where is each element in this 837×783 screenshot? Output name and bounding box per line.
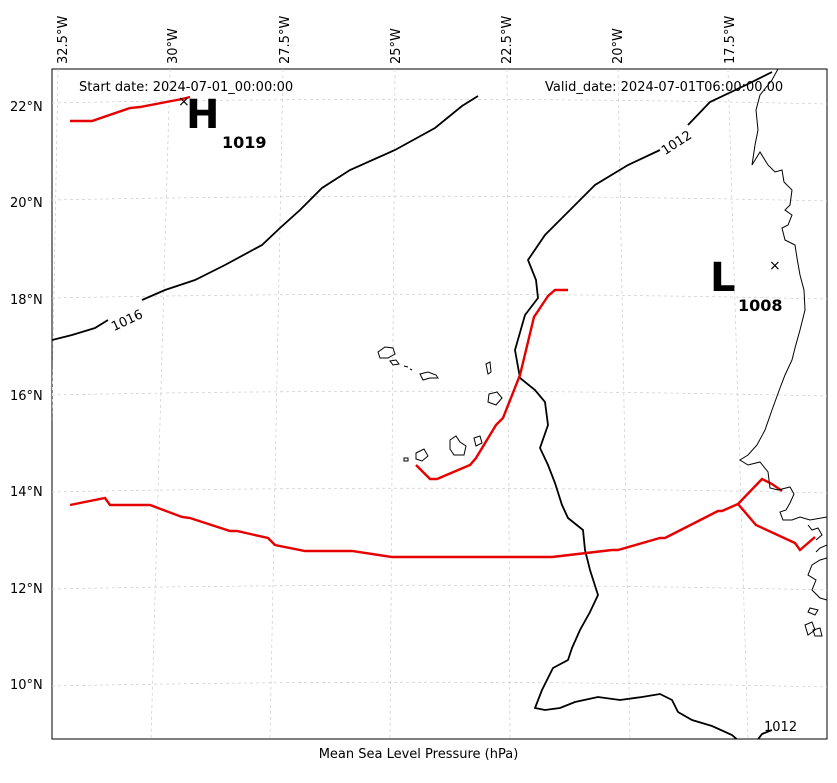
map-frame bbox=[51, 68, 828, 740]
lat-label: 20°N bbox=[10, 196, 43, 211]
high-letter: H bbox=[186, 92, 219, 138]
latitude-labels: 22°N 20°N 18°N 16°N 14°N 12°N 10°N bbox=[10, 100, 43, 693]
lon-label: 17.5°W bbox=[723, 16, 738, 64]
lat-label: 10°N bbox=[10, 678, 43, 693]
lon-label: 22.5°W bbox=[500, 16, 515, 64]
low-marker-icon: × bbox=[769, 258, 781, 274]
lon-label: 27.5°W bbox=[278, 16, 293, 64]
lat-label: 18°N bbox=[10, 293, 43, 308]
lon-label: 25°W bbox=[389, 28, 404, 64]
valid-date-label: Valid_date: 2024-07-01T06:00:00.00 bbox=[545, 80, 783, 95]
red-line-branch bbox=[737, 503, 816, 552]
lat-label: 12°N bbox=[10, 582, 43, 597]
lat-label: 22°N bbox=[10, 100, 43, 115]
lon-label: 20°W bbox=[611, 28, 626, 64]
isobar-1012-bottom bbox=[757, 729, 773, 739]
low-letter: L bbox=[710, 255, 736, 301]
red-line-north-branch bbox=[415, 288, 568, 481]
high-marker-icon: × bbox=[178, 94, 190, 110]
isobar-1016 bbox=[52, 95, 479, 341]
map-caption: Mean Sea Level Pressure (hPa) bbox=[318, 747, 519, 762]
contour-label-1012-bottom: 1012 bbox=[764, 720, 797, 735]
lon-label: 30°W bbox=[166, 28, 181, 64]
start-date-label: Start date: 2024-07-01_00:00:00 bbox=[79, 80, 293, 95]
red-line-south bbox=[69, 477, 783, 559]
lat-label: 16°N bbox=[10, 389, 43, 404]
african-coastline-south bbox=[804, 557, 827, 637]
isobar-1012-main bbox=[514, 71, 773, 739]
african-coastline bbox=[739, 69, 827, 521]
longitude-labels: 32.5°W 30°W 27.5°W 25°W 22.5°W 20°W 17.5… bbox=[56, 16, 738, 64]
coast-detail bbox=[807, 524, 827, 553]
lon-label: 32.5°W bbox=[56, 16, 71, 64]
lat-label: 14°N bbox=[10, 485, 43, 500]
low-value: 1008 bbox=[738, 296, 783, 315]
red-line-north bbox=[70, 95, 191, 123]
cape-verde-islands bbox=[377, 346, 503, 462]
high-value: 1019 bbox=[222, 133, 267, 152]
graticule bbox=[52, 69, 827, 739]
